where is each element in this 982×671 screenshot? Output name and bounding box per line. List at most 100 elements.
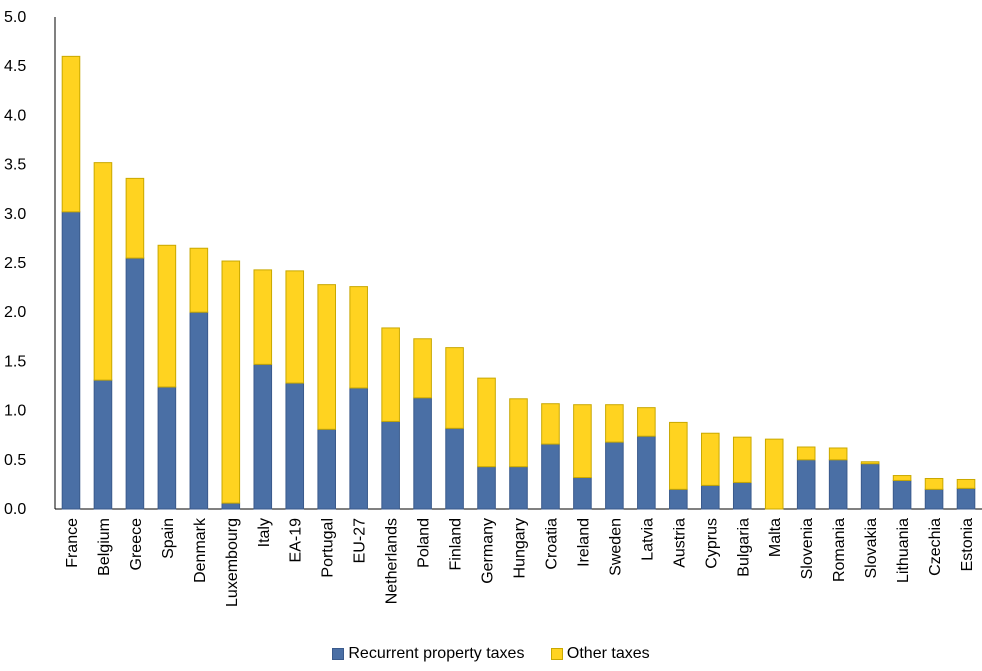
x-tick-label: Cyprus xyxy=(703,518,720,569)
bar-segment-other xyxy=(764,438,784,510)
bar-segment-other xyxy=(413,338,432,399)
y-tick-label: 4.0 xyxy=(4,107,26,124)
y-tick-label: 3.0 xyxy=(4,206,26,223)
legend-swatch-recurrent xyxy=(332,648,345,660)
x-tick-label: Finland xyxy=(448,518,465,570)
legend-item-recurrent: Recurrent property taxes xyxy=(332,645,524,663)
bar-segment-recurrent xyxy=(253,363,273,510)
bar-segment-recurrent xyxy=(605,441,624,510)
bar-segment-other xyxy=(349,286,368,389)
bar-segment-recurrent xyxy=(349,387,368,510)
bar-segment-other xyxy=(701,432,720,486)
x-tick-label: Poland xyxy=(416,518,433,568)
bar-segment-recurrent xyxy=(189,311,209,510)
x-tick-label: Portugal xyxy=(320,518,337,578)
bar-segment-recurrent xyxy=(796,459,816,510)
bar-segment-recurrent xyxy=(477,466,496,510)
bar-segment-recurrent xyxy=(93,379,113,510)
bar-segment-recurrent xyxy=(637,435,656,510)
x-tick-label: Czechia xyxy=(927,518,944,576)
x-tick-label: Lithuania xyxy=(895,518,912,583)
x-tick-label: Luxembourg xyxy=(224,518,241,607)
x-tick-label: Sweden xyxy=(607,518,624,576)
bar-segment-other xyxy=(956,478,976,489)
bar-segment-other xyxy=(924,477,944,490)
x-tick-label: Slovakia xyxy=(863,518,880,579)
bar-segment-other xyxy=(796,446,816,461)
x-tick-label: Netherlands xyxy=(384,518,401,604)
bar-segment-other xyxy=(317,284,336,430)
bar-segment-other xyxy=(605,404,624,443)
bar-segment-recurrent xyxy=(669,488,688,510)
bars xyxy=(61,55,976,510)
bar-segment-recurrent xyxy=(924,488,944,510)
bar-segment-other xyxy=(637,407,656,437)
bar-segment-other xyxy=(509,398,528,468)
x-tick-label: Slovenia xyxy=(799,518,816,579)
bar-segment-other xyxy=(285,270,305,384)
bar-segment-other xyxy=(253,269,273,365)
bar-segment-other xyxy=(221,260,241,504)
y-tick-label: 0.0 xyxy=(4,501,26,518)
bar-segment-recurrent xyxy=(413,397,432,510)
bar-segment-recurrent xyxy=(317,428,336,510)
x-tick-label: Greece xyxy=(128,518,145,571)
x-axis: France Belgium Greece Spain Denmark Luxembour… xyxy=(64,517,976,607)
x-tick-label: Estonia xyxy=(959,518,976,571)
x-tick-label: Spain xyxy=(160,518,177,559)
bar-segment-recurrent xyxy=(573,477,592,510)
y-tick-label: 1.0 xyxy=(4,403,26,420)
x-tick-label: Hungary xyxy=(512,518,529,578)
bar-segment-recurrent xyxy=(860,463,880,510)
legend: Recurrent property taxes Other taxes xyxy=(0,645,982,665)
bar-segment-recurrent xyxy=(892,479,912,510)
legend-item-other: Other taxes xyxy=(550,645,650,663)
bar-segment-other xyxy=(892,475,912,481)
x-tick-label: EU-27 xyxy=(352,518,369,563)
x-tick-label: Austria xyxy=(671,518,688,568)
bar-segment-other xyxy=(541,403,560,445)
bar-segment-other xyxy=(669,421,688,490)
x-tick-label: France xyxy=(64,518,81,568)
x-tick-label: Belgium xyxy=(96,518,113,576)
bar-segment-other xyxy=(125,177,145,259)
bar-segment-other xyxy=(157,244,177,388)
bar-segment-other xyxy=(828,447,848,461)
bar-segment-other xyxy=(61,55,81,213)
bar-segment-recurrent xyxy=(828,459,848,510)
y-tick-label: 4.5 xyxy=(4,58,26,75)
y-tick-label: 5.0 xyxy=(4,9,26,26)
x-tick-label: Latvia xyxy=(639,518,656,561)
bar-segment-other xyxy=(381,327,400,422)
x-tick-label: Croatia xyxy=(543,518,560,570)
x-tick-label: Germany xyxy=(480,518,497,584)
bar-segment-other xyxy=(860,461,880,465)
x-tick-label: Ireland xyxy=(575,518,592,567)
bar-segment-recurrent xyxy=(221,502,241,510)
bar-segment-recurrent xyxy=(125,257,145,510)
x-tick-label: EA-19 xyxy=(288,518,305,563)
bar-segment-recurrent xyxy=(285,382,305,510)
bar-segment-other xyxy=(477,377,496,468)
bar-segment-recurrent xyxy=(445,427,464,510)
bar-segment-other xyxy=(93,162,113,381)
x-tick-label: Romania xyxy=(831,518,848,582)
bar-segment-recurrent xyxy=(732,481,752,510)
bar-segment-recurrent xyxy=(61,211,81,510)
x-tick-label: Malta xyxy=(767,518,784,557)
bar-segment-other xyxy=(732,436,752,483)
bar-segment-recurrent xyxy=(381,420,400,510)
legend-swatch-other xyxy=(550,648,563,660)
legend-label-other: Other taxes xyxy=(566,645,650,662)
bar-segment-other xyxy=(573,404,592,479)
stacked-bar-chart: 0.0 0.5 1.0 1.5 2.0 2.5 3.0 3.5 4.0 4.5 5.0 France… xyxy=(4,9,982,607)
bar-segment-recurrent xyxy=(509,466,528,510)
bar-segment-recurrent xyxy=(541,443,560,510)
y-tick-label: 0.5 xyxy=(4,452,26,469)
bar-segment-recurrent xyxy=(956,487,976,510)
x-tick-label: Denmark xyxy=(192,517,209,583)
legend-label-recurrent: Recurrent property taxes xyxy=(348,645,525,662)
x-tick-label: Bulgaria xyxy=(735,518,752,577)
bar-segment-recurrent xyxy=(701,484,720,510)
y-tick-label: 1.5 xyxy=(4,353,26,370)
